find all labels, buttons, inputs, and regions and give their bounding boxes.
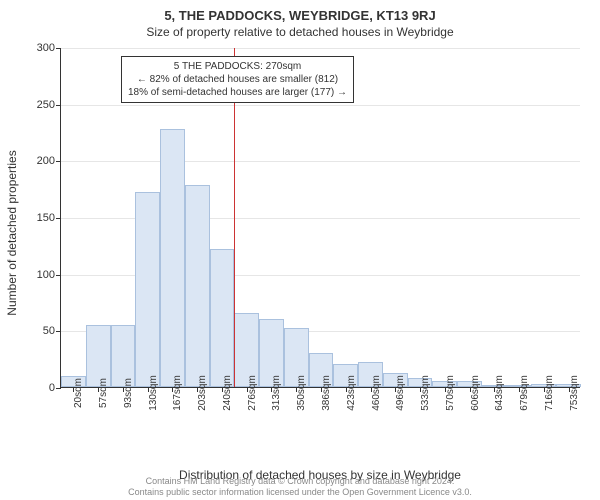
ytick-mark xyxy=(56,275,61,276)
ytick-mark xyxy=(56,105,61,106)
xtick-label: 240sqm xyxy=(222,375,233,411)
annotation-line: ← 82% of detached houses are smaller (81… xyxy=(128,73,347,86)
footer-line-2: Contains public sector information licen… xyxy=(0,487,600,498)
xtick-label: 716sqm xyxy=(544,375,555,411)
histogram-bar xyxy=(135,192,160,387)
y-axis-label: Number of detached properties xyxy=(5,150,19,315)
xtick-label: 386sqm xyxy=(321,375,332,411)
ytick-mark xyxy=(56,161,61,162)
xtick-label: 130sqm xyxy=(148,375,159,411)
ytick-mark xyxy=(56,388,61,389)
xtick-label: 533sqm xyxy=(420,375,431,411)
xtick-label: 606sqm xyxy=(470,375,481,411)
xtick-label: 753sqm xyxy=(569,375,580,411)
annotation-line: 18% of semi-detached houses are larger (… xyxy=(128,86,347,99)
annotation-line: 5 THE PADDOCKS: 270sqm xyxy=(128,60,347,73)
xtick-label: 276sqm xyxy=(247,375,258,411)
ytick-label: 150 xyxy=(37,212,55,224)
gridline xyxy=(61,105,580,106)
ytick-label: 250 xyxy=(37,99,55,111)
ytick-mark xyxy=(56,331,61,332)
page-subtitle: Size of property relative to detached ho… xyxy=(0,25,600,39)
plot-area: 05010015020025030020sqm57sqm93sqm130sqm1… xyxy=(60,48,580,388)
xtick-label: 350sqm xyxy=(296,375,307,411)
xtick-label: 460sqm xyxy=(371,375,382,411)
xtick-label: 167sqm xyxy=(172,375,183,411)
ytick-mark xyxy=(56,218,61,219)
histogram-chart: Number of detached properties 0501001502… xyxy=(60,48,580,418)
footer-attribution: Contains HM Land Registry data © Crown c… xyxy=(0,476,600,498)
xtick-label: 20sqm xyxy=(73,378,84,408)
histogram-bar xyxy=(185,185,210,387)
histogram-bar xyxy=(160,129,185,387)
ytick-label: 100 xyxy=(37,269,55,281)
footer-line-1: Contains HM Land Registry data © Crown c… xyxy=(0,476,600,487)
xtick-label: 570sqm xyxy=(445,375,456,411)
xtick-label: 57sqm xyxy=(98,378,109,408)
xtick-label: 496sqm xyxy=(395,375,406,411)
gridline xyxy=(61,161,580,162)
ytick-label: 200 xyxy=(37,155,55,167)
ytick-label: 0 xyxy=(49,382,55,394)
xtick-label: 423sqm xyxy=(346,375,357,411)
ytick-label: 50 xyxy=(43,325,55,337)
page-title: 5, THE PADDOCKS, WEYBRIDGE, KT13 9RJ xyxy=(0,0,600,23)
marker-annotation: 5 THE PADDOCKS: 270sqm← 82% of detached … xyxy=(121,56,354,103)
histogram-bar xyxy=(210,249,235,387)
ytick-mark xyxy=(56,48,61,49)
xtick-label: 679sqm xyxy=(519,375,530,411)
xtick-label: 643sqm xyxy=(494,375,505,411)
xtick-label: 203sqm xyxy=(197,375,208,411)
ytick-label: 300 xyxy=(37,42,55,54)
gridline xyxy=(61,48,580,49)
xtick-label: 313sqm xyxy=(271,375,282,411)
xtick-label: 93sqm xyxy=(123,378,134,408)
